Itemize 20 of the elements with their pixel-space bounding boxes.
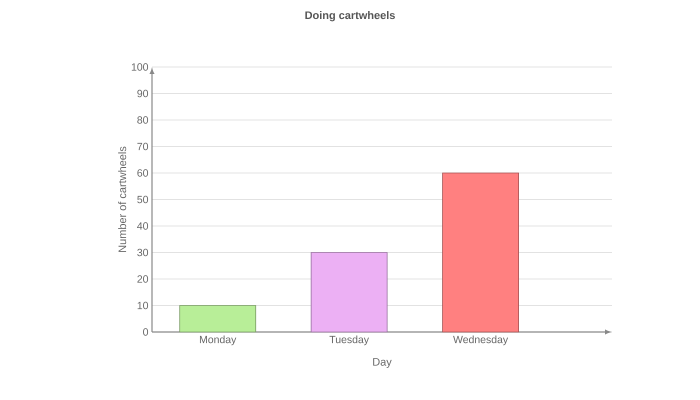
- y-tick-label: 80: [137, 116, 148, 124]
- y-tick-label: 0: [143, 328, 148, 336]
- y-tick-label: 30: [137, 248, 148, 256]
- y-tick-label: 10: [138, 302, 148, 310]
- y-tick-label: 100: [132, 63, 148, 71]
- y-tick-label: 70: [137, 142, 148, 150]
- bar: [310, 252, 388, 332]
- x-tick-label: Wednesday: [453, 336, 508, 346]
- bar: [442, 172, 519, 332]
- y-tick-label: 60: [137, 169, 148, 177]
- y-tick-label: 90: [137, 90, 148, 98]
- y-tick-label: 40: [137, 222, 148, 230]
- y-tick-label: 20: [137, 275, 148, 283]
- y-axis-title: Number of cartwheels: [118, 146, 126, 252]
- chart-title: Doing cartwheels: [305, 11, 395, 22]
- x-tick-label: Monday: [200, 336, 236, 346]
- x-tick-label: Tuesday: [330, 336, 369, 346]
- bar: [179, 305, 256, 332]
- y-tick-label: 50: [137, 196, 148, 204]
- x-axis-title: Day: [373, 358, 392, 368]
